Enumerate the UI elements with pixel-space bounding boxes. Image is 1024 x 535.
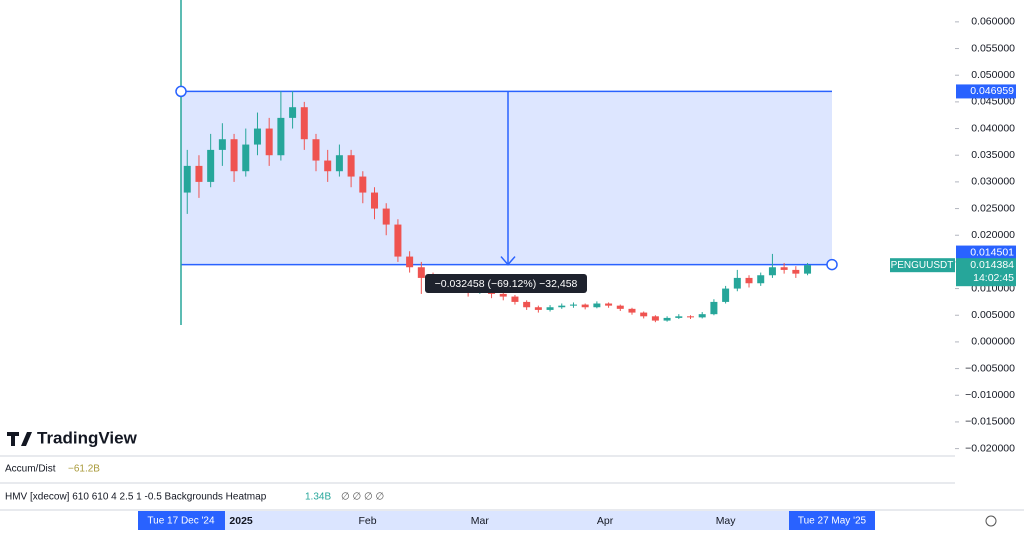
range-bottom-label-box [956, 245, 1016, 260]
candle-body [394, 224, 402, 257]
candle-body [558, 305, 566, 308]
candle-body [183, 165, 191, 193]
y-tick-label: 0.050000 [971, 69, 1015, 81]
x-tick-label: Apr [597, 515, 614, 527]
settings-icon[interactable] [985, 515, 997, 527]
time-label-box [789, 511, 875, 530]
candle-body [593, 303, 601, 308]
range-handle[interactable] [175, 85, 187, 98]
y-tick-label: 0.060000 [971, 16, 1015, 28]
candle-body [335, 155, 343, 172]
y-tick-label: 0.040000 [971, 122, 1015, 134]
candle-body [218, 139, 226, 150]
plot-area: −0.032458 (−69.12%) −32,458 [175, 0, 838, 325]
candle-body [406, 256, 414, 268]
y-tick-label: −0.005000 [965, 362, 1015, 374]
y-tick-label: 0.020000 [971, 229, 1015, 241]
candle-body [207, 149, 215, 182]
candle-body [546, 307, 554, 310]
candle-body [371, 192, 379, 209]
range-start-label: Tue 17 Dec '24 [147, 516, 215, 527]
candle-body [511, 296, 519, 302]
time-range-highlight [138, 511, 875, 530]
indicator-name: Accum/Dist [5, 464, 56, 475]
y-tick-label: −0.015000 [965, 416, 1015, 428]
candle-body [347, 155, 355, 177]
candle-body [382, 208, 390, 225]
indicator-value: −61.2B [68, 464, 100, 475]
range-end-label: Tue 27 May '25 [798, 516, 867, 527]
y-tick-label: −0.010000 [965, 389, 1015, 401]
candle-body [722, 288, 730, 302]
y-tick-label: 0.025000 [971, 202, 1015, 214]
price-range-box [181, 91, 832, 265]
last-price: 0.014384 [970, 259, 1014, 271]
candle-body [616, 305, 624, 309]
candle-body [242, 144, 250, 172]
symbol-box [890, 258, 955, 273]
candle-body [581, 304, 589, 308]
y-tick-label: 0.030000 [971, 176, 1015, 188]
measure-label: −0.032458 (−69.12%) −32,458 [435, 278, 578, 290]
measure-label-box [425, 274, 587, 293]
candle-body [277, 117, 285, 156]
time-label-box [138, 511, 225, 530]
x-tick-label: Feb [358, 515, 376, 527]
y-tick-label: 0.000000 [971, 336, 1015, 348]
brand-logo: TradingView [7, 428, 138, 447]
brand-name: TradingView [37, 428, 138, 447]
candle-body [230, 139, 238, 172]
candle-body [792, 269, 800, 274]
candle-body [569, 304, 577, 306]
candle-body [534, 307, 542, 310]
candle-body [651, 316, 659, 321]
candle-body [698, 314, 706, 318]
candle-body [265, 128, 273, 156]
range-top-label-box [956, 84, 1016, 99]
candle-body [675, 316, 683, 318]
candle-body [359, 176, 367, 193]
indicator-extra: ∅ ∅ ∅ ∅ [341, 492, 384, 503]
candle-body [710, 301, 718, 315]
candle-body [289, 107, 297, 118]
candle-body [628, 308, 636, 313]
range-top-label: 0.046959 [970, 85, 1014, 97]
countdown: 14:02:45 [973, 272, 1014, 284]
candle-body [523, 301, 531, 308]
y-tick-label: −0.020000 [965, 442, 1015, 454]
candle-body [300, 107, 308, 140]
candle-body [733, 277, 741, 289]
candle-body [253, 128, 261, 145]
x-tick-label: 2025 [229, 515, 253, 527]
candle-body [640, 312, 648, 317]
candle-body [757, 275, 765, 284]
symbol-label: PENGUUSDT [891, 260, 954, 271]
last-price-box [956, 258, 1016, 287]
candle-body [768, 267, 776, 276]
y-tick-label: 0.045000 [971, 96, 1015, 108]
range-bottom-label: 0.014501 [970, 246, 1014, 258]
candle-body [780, 267, 788, 270]
range-handle[interactable] [826, 258, 838, 271]
x-tick-label: May [716, 515, 737, 527]
candle-body [195, 165, 203, 182]
y-tick-label: 0.055000 [971, 42, 1015, 54]
candle-body [804, 265, 812, 274]
candle-body [312, 139, 320, 161]
y-tick-label: 0.005000 [971, 309, 1015, 321]
candle-body [687, 316, 695, 318]
y-tick-label: 0.035000 [971, 149, 1015, 161]
x-tick-label: Mar [471, 515, 490, 527]
candle-body [745, 277, 753, 284]
candle-body [663, 317, 671, 321]
arrow-head [500, 256, 516, 266]
candle-body [605, 303, 613, 306]
candle-body [324, 160, 332, 172]
candle-body [499, 293, 507, 297]
indicator-value: 1.34B [305, 492, 331, 503]
indicator-name: HMV [xdecow] 610 610 4 2.5 1 -0.5 Backgr… [5, 492, 267, 503]
candle-body [417, 267, 425, 278]
